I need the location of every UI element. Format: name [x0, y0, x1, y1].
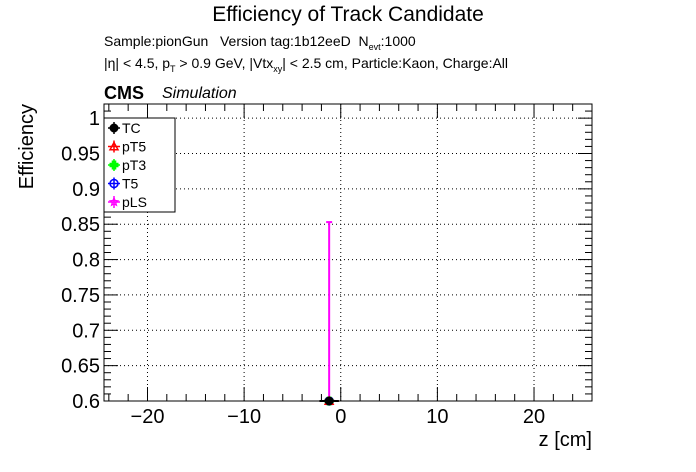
- x-tick-label: 0: [335, 406, 346, 428]
- simulation-label: Simulation: [162, 85, 237, 102]
- legend-label-pt5: pT5: [122, 139, 146, 155]
- legend-marker-t5: [109, 178, 119, 189]
- y-tick-label: 0.85: [61, 214, 100, 236]
- data-point-tc: [324, 396, 334, 406]
- legend-label-tc: TC: [122, 120, 141, 136]
- legend-marker-pls: [108, 196, 120, 207]
- legend-label-t5: T5: [122, 176, 139, 192]
- y-tick-label: 0.65: [61, 356, 100, 378]
- legend-label-pt3: pT3: [122, 157, 146, 173]
- legend-marker-pt5: [108, 140, 120, 151]
- version-label: Version tag:1b12eeD: [219, 33, 351, 49]
- chart-title: Efficiency of Track Candidate: [212, 3, 484, 26]
- nevt-value: :1000: [380, 33, 416, 49]
- pt-sub: T: [170, 63, 176, 74]
- y-tick-label: 0.95: [61, 144, 100, 166]
- y-axis-label: Efficiency: [16, 104, 38, 189]
- y-tick-label: 0.8: [72, 250, 100, 272]
- cut-part-1: |η| < 4.5, p: [104, 55, 171, 71]
- x-axis-label: z [cm]: [539, 429, 592, 451]
- vtx-sub: xy: [273, 63, 283, 74]
- sample-label: Sample:pionGun: [104, 33, 209, 49]
- y-tick-label: 1: [89, 108, 100, 130]
- nevt-sub: evt: [368, 41, 381, 52]
- x-tick-label: −20: [131, 406, 165, 428]
- y-tick-label: 0.6: [72, 391, 100, 413]
- x-tick-label: 10: [426, 406, 448, 428]
- plot-frame: [103, 103, 593, 402]
- cut-part-2: > 0.9 GeV, |Vtx: [175, 55, 274, 71]
- x-tick-label: −10: [227, 406, 261, 428]
- y-tick-label: 0.75: [61, 285, 100, 307]
- legend-label-pls: pLS: [122, 194, 147, 210]
- subtitle-line-1: Sample:pionGun Version tag:1b12eeD Nevt:…: [104, 33, 416, 52]
- legend-marker-tc: [109, 123, 119, 133]
- y-tick-label: 0.7: [72, 320, 100, 342]
- x-tick-label: 20: [523, 406, 545, 428]
- y-tick-label: 0.9: [72, 179, 100, 201]
- cut-part-3: | < 2.5 cm, Particle:Kaon, Charge:All: [282, 55, 509, 71]
- nevt-prefix: N: [358, 33, 369, 49]
- subtitle-line-2: |η| < 4.5, pT > 0.9 GeV, |Vtxxy| < 2.5 c…: [104, 55, 508, 74]
- cms-label: CMS: [104, 83, 144, 103]
- legend-marker-pt3: [109, 160, 119, 170]
